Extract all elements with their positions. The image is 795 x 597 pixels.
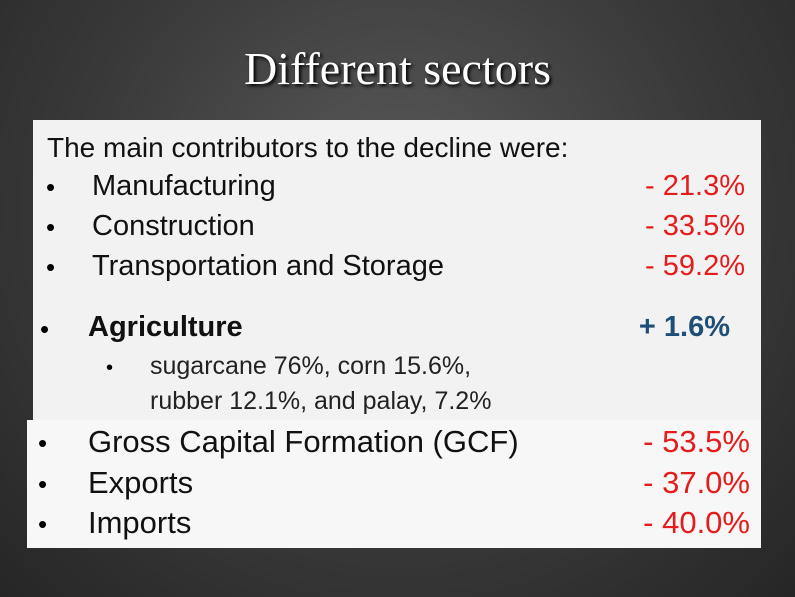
agriculture-label: Agriculture <box>88 311 243 343</box>
sector-label: Transportation and Storage <box>92 250 444 282</box>
bullet: • <box>46 252 56 282</box>
agriculture-detail: rubber 12.1%, and palay, 7.2% <box>150 387 492 415</box>
indicator-value: - 37.0% <box>643 465 750 500</box>
indicator-value: - 40.0% <box>643 505 750 540</box>
sector-value: - 59.2% <box>645 250 745 282</box>
bullet: • <box>46 172 56 202</box>
bullet: • <box>38 509 48 539</box>
indicator-label: Exports <box>88 465 194 500</box>
sector-label: Manufacturing <box>92 170 276 202</box>
indicator-label: Gross Capital Formation (GCF) <box>88 424 519 459</box>
agriculture-detail: sugarcane 76%, corn 15.6%, <box>150 352 472 380</box>
sector-value: - 33.5% <box>645 210 745 242</box>
bullet: • <box>38 469 48 499</box>
bullet: • <box>46 212 56 242</box>
indicator-label: Imports <box>88 505 192 540</box>
content-box <box>27 420 761 548</box>
bullet: • <box>40 314 50 344</box>
intro: The main contributors to the decline wer… <box>47 132 569 163</box>
sub-bullet: • <box>106 357 114 379</box>
indicator-value: - 53.5% <box>643 424 750 459</box>
slide-title: Different sectors <box>244 43 551 94</box>
sector-label: Construction <box>92 210 255 242</box>
sector-value: - 21.3% <box>645 170 745 202</box>
bullet: • <box>38 428 48 458</box>
content-box <box>33 120 761 422</box>
agriculture-value: + 1.6% <box>638 311 730 343</box>
